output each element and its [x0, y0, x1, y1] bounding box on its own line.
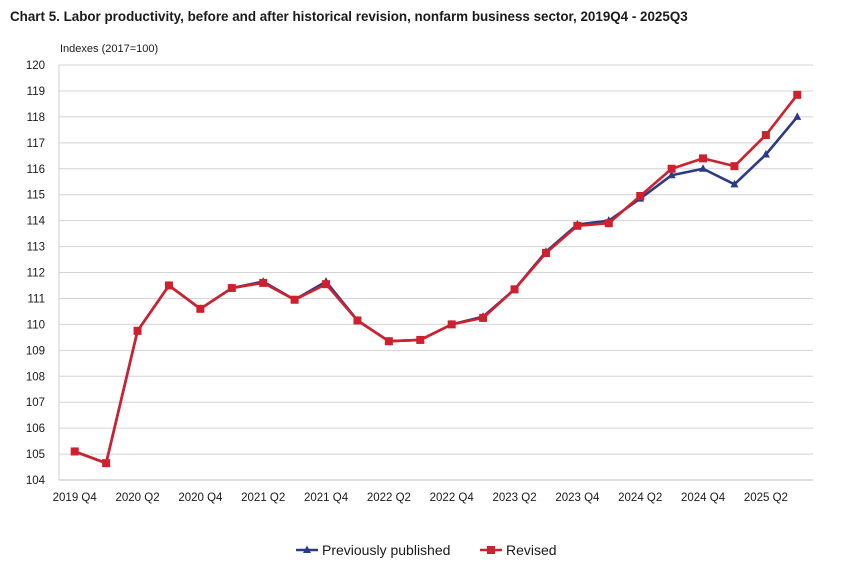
y-tick-label: 111 [28, 293, 45, 305]
data-point-revised [510, 285, 519, 294]
data-point-revised [667, 164, 676, 173]
data-point-revised [164, 281, 173, 290]
data-point-previously-published [667, 170, 676, 179]
data-point-revised [447, 320, 456, 329]
y-tick-label: 115 [27, 190, 45, 202]
y-tick-label: 114 [27, 216, 46, 228]
x-tick-label: 2025 Q2 [744, 492, 788, 504]
chart-title: Chart 5. Labor productivity, before and … [10, 9, 688, 24]
data-point-revised [761, 131, 770, 140]
data-point-revised [70, 447, 79, 456]
data-point-revised [259, 278, 268, 287]
data-point-revised [699, 154, 708, 163]
legend-revised-label: Revised [506, 542, 557, 558]
y-tick-label: 120 [26, 60, 45, 72]
y-tick-label: 109 [26, 345, 45, 357]
x-tick-label: 2024 Q2 [618, 492, 662, 504]
data-point-revised [604, 219, 613, 228]
x-tick-label: 2024 Q4 [681, 492, 726, 504]
data-point-revised [730, 162, 739, 171]
data-point-revised [227, 284, 236, 293]
y-tick-label: 113 [27, 242, 45, 254]
y-tick-label: 105 [26, 449, 45, 461]
x-tick-label: 2023 Q2 [492, 492, 536, 504]
x-tick-label: 2021 Q4 [304, 492, 349, 504]
legend-previously-published-marker [303, 545, 311, 553]
y-tick-label: 119 [27, 86, 45, 98]
x-tick-label: 2020 Q2 [115, 492, 159, 504]
data-point-previously-published [699, 164, 708, 172]
data-point-revised [102, 459, 111, 468]
data-point-previously-published [730, 179, 739, 188]
x-tick-label: 2022 Q2 [367, 492, 411, 504]
data-point-revised [196, 304, 205, 313]
x-tick-label: 2021 Q2 [241, 492, 285, 504]
data-point-revised [133, 326, 142, 335]
data-point-revised [636, 191, 645, 200]
x-tick-label: 2020 Q4 [178, 492, 223, 504]
data-point-previously-published [761, 149, 770, 158]
x-tick-label: 2022 Q4 [430, 492, 475, 504]
series-line-revised [74, 94, 799, 465]
y-tick-label: 108 [26, 371, 45, 383]
y-tick-label: 117 [27, 138, 45, 150]
data-point-revised [290, 295, 299, 304]
legend-previously-published-label: Previously published [322, 542, 450, 558]
y-tick-label: 107 [26, 397, 45, 409]
data-point-revised [573, 221, 582, 230]
data-point-revised [416, 335, 425, 344]
y-tick-label: 112 [27, 268, 45, 280]
data-point-revised [353, 316, 362, 325]
data-point-previously-published [793, 112, 802, 120]
data-point-revised [384, 337, 393, 346]
y-axis-unit-label: Indexes (2017=100) [60, 43, 159, 55]
legend-revised-marker [487, 546, 495, 554]
y-tick-label: 110 [27, 319, 45, 331]
y-tick-label: 116 [27, 164, 45, 176]
data-point-revised [322, 280, 331, 289]
data-point-revised [541, 249, 550, 258]
data-point-revised [479, 313, 488, 322]
y-tick-label: 106 [26, 423, 45, 435]
data-point-revised [793, 90, 802, 99]
x-tick-label: 2019 Q4 [53, 492, 98, 504]
y-tick-label: 118 [27, 112, 45, 124]
y-tick-label: 104 [26, 475, 46, 487]
x-tick-label: 2023 Q4 [555, 492, 600, 504]
